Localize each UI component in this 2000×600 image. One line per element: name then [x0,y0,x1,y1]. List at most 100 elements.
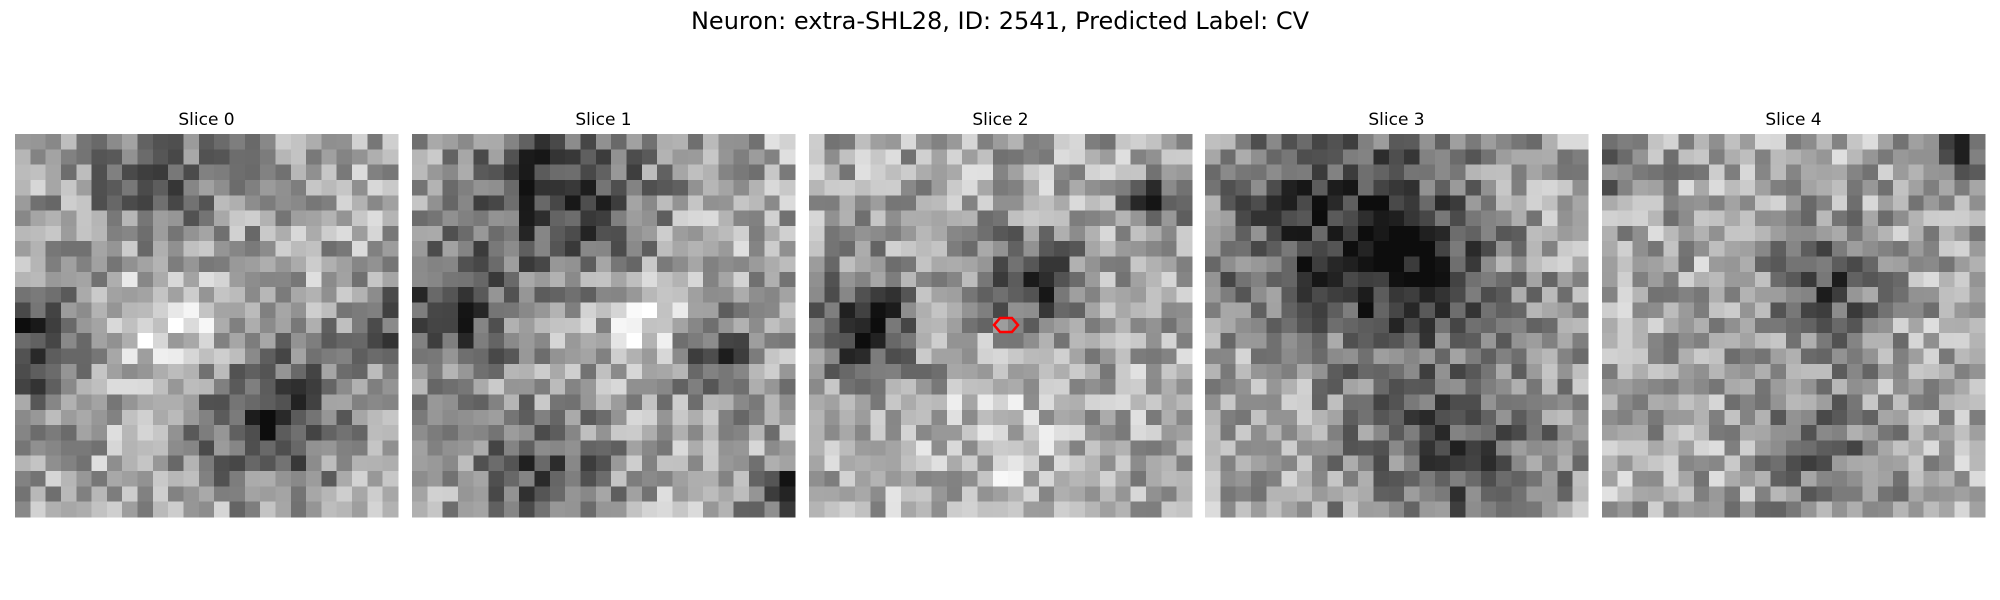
pixel [1969,471,1986,487]
pixel [152,302,169,319]
pixel [503,440,520,457]
pixel [168,317,185,334]
pixel [1312,271,1329,288]
pixel [1434,379,1451,396]
pixel [992,471,1009,487]
pixel [382,501,399,518]
pixel [198,134,215,150]
pixel [1526,241,1543,258]
pixel [931,501,948,518]
pixel [244,379,261,396]
pixel [931,271,948,288]
pixel [1161,134,1178,150]
pixel [1296,210,1313,227]
pixel [1755,210,1772,227]
pixel [809,394,825,411]
pixel [1663,394,1680,411]
pixel [839,195,856,212]
pixel [321,501,338,518]
pixel [427,486,444,503]
pixel [122,348,139,365]
pixel [1954,164,1971,181]
pixel [1801,486,1818,503]
pixel [534,164,551,181]
pixel [1893,379,1909,396]
pixel [977,195,994,212]
pixel [1785,455,1802,472]
pixel [1250,179,1267,196]
pixel [839,394,856,411]
pixel [1526,394,1543,411]
pixel [306,333,322,350]
pixel [1146,455,1162,472]
pixel [946,486,963,503]
pixel [1877,333,1894,350]
pixel [1693,149,1710,166]
pixel [1296,241,1313,258]
pixel [854,134,871,150]
pixel [76,394,93,411]
pixel [1235,271,1252,288]
pixel [15,379,31,396]
pixel [1130,455,1147,472]
pixel [1770,363,1787,380]
pixel [779,271,796,288]
pixel [1511,225,1528,242]
pixel [916,363,933,380]
pixel [352,210,368,227]
pixel [1250,302,1267,319]
pixel [1250,394,1267,411]
pixel [1480,394,1497,411]
pixel [1877,455,1894,472]
pixel [1557,501,1574,518]
pixel [1647,134,1664,150]
pixel [1419,179,1436,196]
pixel [152,333,169,350]
pixel [352,455,368,472]
pixel [275,317,292,334]
pixel [1557,409,1574,426]
pixel [229,486,246,503]
pixel [1724,333,1741,350]
pixel [290,271,307,288]
pixel [595,501,612,518]
pixel [60,287,77,304]
pixel [15,440,31,457]
pixel [657,317,674,334]
pixel [1465,348,1482,365]
pixel [229,425,246,441]
pixel [1358,363,1375,380]
pixel [1205,425,1221,441]
pixel [1617,287,1634,304]
pixel [457,409,474,426]
pixel [1862,501,1879,518]
pixel [1146,256,1162,273]
pixel [1557,179,1574,196]
pixel [1557,317,1574,334]
pixel [91,409,108,426]
pixel [1831,440,1848,457]
pixel [1266,149,1283,166]
pixel [1146,363,1162,380]
pixel [260,195,277,212]
pixel [1235,134,1252,150]
pixel [687,302,704,319]
pixel [1342,241,1359,258]
pixel [1632,471,1649,487]
pixel [1342,379,1359,396]
pixel [824,363,841,380]
pixel [885,195,902,212]
pixel [1146,471,1162,487]
pixel [1161,440,1178,457]
pixel [1220,348,1237,365]
pixel [1831,195,1848,212]
pixel [106,440,123,457]
pixel [1161,501,1178,518]
pixel [626,225,643,242]
pixel [854,149,871,166]
pixel [764,195,781,212]
pixel [382,425,399,441]
pixel [854,241,871,258]
pixel [412,440,428,457]
pixel [1100,287,1116,304]
